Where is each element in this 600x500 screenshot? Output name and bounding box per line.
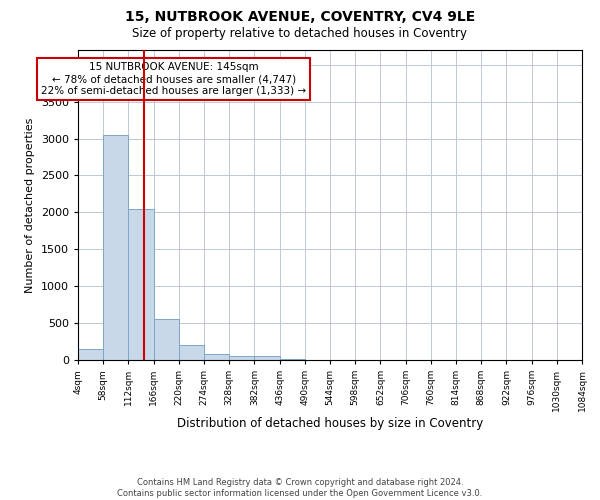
Bar (78, 349, 103, 360)
Text: Contains HM Land Registry data © Crown copyright and database right 2024.
Contai: Contains HM Land Registry data © Crown c… (118, 478, 482, 498)
Bar (179, 345, 204, 360)
Y-axis label: Number of detached properties: Number of detached properties (25, 118, 35, 292)
Text: Size of property relative to detached houses in Coventry: Size of property relative to detached ho… (133, 28, 467, 40)
Text: 15, NUTBROOK AVENUE, COVENTRY, CV4 9LE: 15, NUTBROOK AVENUE, COVENTRY, CV4 9LE (125, 10, 475, 24)
Bar (229, 356, 254, 360)
Bar (204, 354, 229, 360)
Bar (103, 135, 128, 360)
Bar (280, 358, 305, 360)
X-axis label: Distribution of detached houses by size in Coventry: Distribution of detached houses by size … (177, 416, 483, 430)
Text: 15 NUTBROOK AVENUE: 145sqm
← 78% of detached houses are smaller (4,747)
22% of s: 15 NUTBROOK AVENUE: 145sqm ← 78% of deta… (41, 62, 307, 96)
Bar (254, 356, 280, 360)
Bar (154, 318, 179, 360)
Bar (128, 208, 154, 360)
